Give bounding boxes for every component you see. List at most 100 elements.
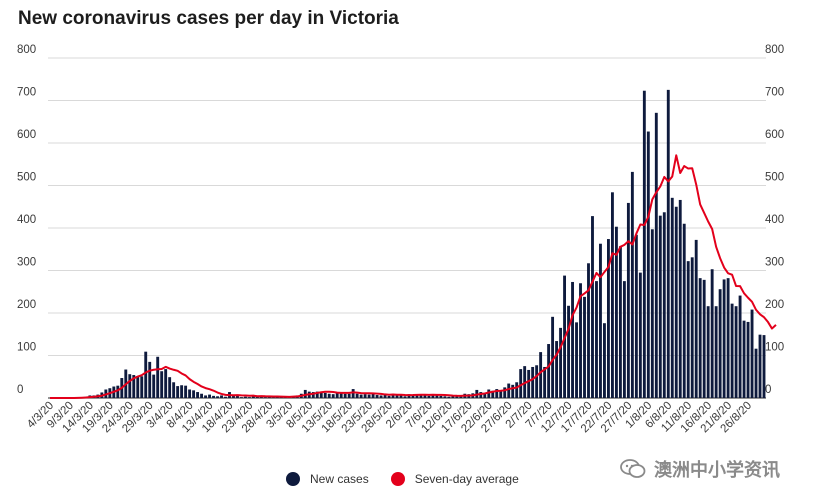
line-series-seven-day-average [49, 154, 777, 399]
bar-new-cases [248, 397, 251, 398]
bar-new-cases [184, 385, 188, 398]
bar-new-cases [710, 269, 714, 398]
bar-new-cases [559, 327, 563, 398]
bar-new-cases [758, 334, 762, 398]
bar-new-cases [583, 296, 586, 398]
bar-new-cases [682, 223, 686, 398]
bar-new-cases [547, 344, 551, 398]
bar-new-cases [371, 393, 375, 398]
bar-new-cases [694, 239, 698, 398]
bar-new-cases [543, 366, 547, 398]
bar-new-cases [423, 394, 427, 398]
bar-new-cases [156, 356, 160, 398]
y-tick-label-right: 800 [765, 44, 784, 56]
watermark-text: 澳洲中小学资讯 [654, 460, 780, 480]
bar-new-cases [630, 171, 634, 398]
bar-new-cases [591, 216, 594, 398]
y-tick-label-left: 200 [17, 299, 36, 311]
bar-new-cases [515, 382, 519, 398]
bar-new-cases [674, 206, 678, 398]
bar-new-cases [575, 322, 578, 398]
bar-new-cases [375, 395, 379, 398]
x-axis: 4/3/209/3/2014/3/2019/3/2024/3/2029/3/20… [25, 400, 754, 436]
bar-new-cases [411, 395, 415, 398]
bar-new-cases [607, 239, 610, 398]
bar-new-cases [491, 390, 495, 398]
bar-new-cases [339, 393, 343, 398]
bar-new-cases [742, 320, 746, 398]
y-tick-label-right: 400 [765, 214, 784, 226]
bar-new-cases [168, 377, 172, 398]
bar-new-cases [587, 263, 590, 398]
bar-new-cases [180, 385, 184, 398]
bar-new-cases [387, 395, 391, 398]
bar-new-cases [762, 335, 766, 398]
bar-new-cases [232, 395, 235, 398]
bar-new-cases [726, 278, 730, 398]
y-tick-label-left: 800 [17, 44, 36, 56]
bar-new-cases [367, 394, 371, 398]
bar-new-cases [702, 279, 706, 398]
bar-new-cases [455, 395, 459, 398]
bar-new-cases [208, 394, 211, 398]
bar-new-cases [311, 392, 315, 398]
bar-new-cases [754, 348, 758, 398]
bar-new-cases [678, 199, 682, 398]
bar-new-cases [439, 395, 443, 398]
bar-new-cases [164, 369, 168, 398]
bar-new-cases [599, 243, 602, 398]
line-seven-day-average [49, 154, 777, 399]
legend-swatch-new-cases [286, 472, 300, 486]
bar-new-cases [531, 366, 535, 398]
bar-new-cases [634, 234, 638, 398]
grid-lines [48, 57, 766, 399]
y-tick-label-left: 500 [17, 172, 36, 184]
bar-new-cases [555, 341, 559, 398]
y-tick-label-left: 600 [17, 129, 36, 141]
bar-new-cases [443, 396, 447, 398]
bar-new-cases [483, 392, 487, 398]
legend-swatch-seven-day-average [390, 472, 405, 486]
bar-new-cases [579, 283, 582, 398]
bar-new-cases [172, 382, 176, 398]
bar-new-cases [503, 387, 507, 398]
bar-new-cases [718, 289, 722, 398]
bar-new-cases [499, 390, 503, 398]
wechat-icon [620, 459, 646, 478]
bar-new-cases [507, 383, 511, 398]
bar-new-cases [646, 131, 650, 398]
y-tick-label-left: 0 [17, 384, 23, 396]
bar-new-cases [200, 393, 204, 398]
bar-new-cases [240, 397, 243, 398]
legend-label-new-cases: New cases [310, 472, 369, 486]
bar-new-cases [319, 392, 323, 398]
bar-new-cases [451, 396, 455, 398]
y-tick-label-left: 400 [17, 214, 36, 226]
bar-new-cases [595, 281, 598, 398]
bar-new-cases [706, 306, 710, 398]
y-tick-label-left: 300 [17, 257, 36, 269]
bar-new-cases [551, 316, 555, 398]
y-tick-label-left: 100 [17, 342, 36, 354]
bar-new-cases [204, 395, 207, 398]
legend: New cases Seven-day average [286, 472, 541, 486]
bar-new-cases [431, 395, 435, 398]
y-tick-label-left: 700 [17, 87, 36, 99]
bar-new-cases [128, 374, 132, 398]
bar-new-cases [331, 394, 335, 398]
bar-new-cases [347, 393, 351, 398]
bar-new-cases [315, 391, 319, 398]
bar-new-cases [140, 376, 144, 398]
bar-new-cases [626, 202, 630, 398]
bar-new-cases [136, 376, 140, 398]
bar-new-cases [188, 389, 192, 398]
bar-new-cases [244, 396, 247, 398]
y-tick-label-right: 200 [765, 299, 784, 311]
bar-new-cases [734, 306, 738, 398]
bar-series-new-cases [80, 89, 766, 398]
bar-new-cases [750, 309, 754, 398]
bar-new-cases [618, 246, 622, 398]
bar-new-cases [391, 394, 395, 398]
bar-new-cases [686, 261, 690, 398]
bar-new-cases [427, 395, 431, 398]
